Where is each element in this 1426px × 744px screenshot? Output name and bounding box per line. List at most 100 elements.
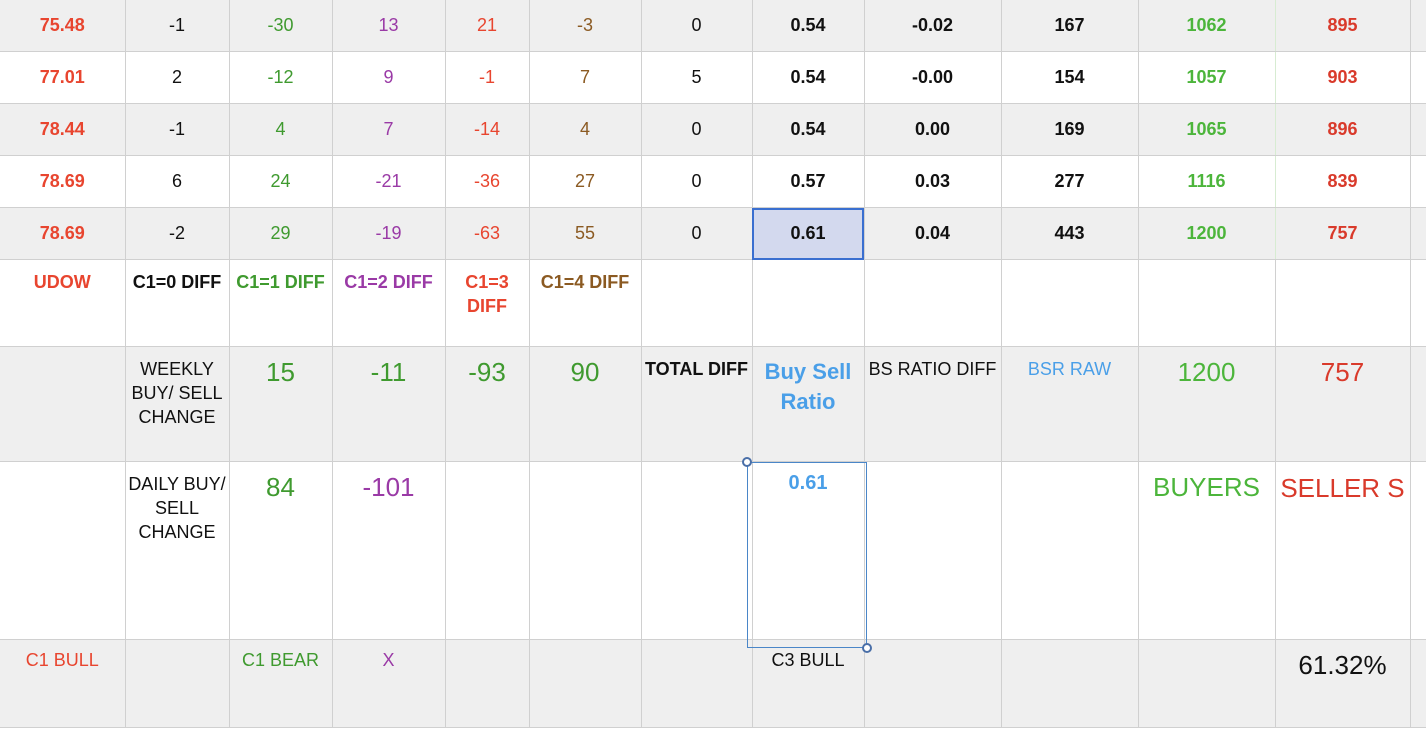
cell-empty[interactable] bbox=[1001, 461, 1139, 640]
buy-sell-ratio-label[interactable]: Buy Sell Ratio bbox=[752, 346, 865, 462]
cell-empty[interactable] bbox=[1410, 207, 1426, 260]
cell-empty[interactable] bbox=[1001, 259, 1139, 347]
cell-c4[interactable]: 4 bbox=[529, 103, 642, 156]
cell-raw[interactable]: 167 bbox=[1001, 0, 1139, 52]
cell-total[interactable]: 0 bbox=[641, 207, 753, 260]
cell-buyers[interactable]: 1057 bbox=[1137, 51, 1276, 104]
weekly-c2[interactable]: -11 bbox=[332, 346, 446, 462]
cell-raw[interactable]: 443 bbox=[1001, 207, 1139, 260]
cell-c3[interactable]: -63 bbox=[445, 207, 530, 260]
cell-empty[interactable] bbox=[1410, 0, 1426, 52]
cell-c2[interactable]: 9 bbox=[332, 51, 446, 104]
cell-c2[interactable]: -19 bbox=[332, 207, 446, 260]
cell-empty[interactable] bbox=[125, 639, 230, 728]
total-diff-label[interactable]: TOTAL DIFF bbox=[641, 346, 753, 462]
cell-raw[interactable]: 277 bbox=[1001, 155, 1139, 208]
daily-c1[interactable]: 84 bbox=[229, 461, 333, 640]
cell-bsdiff[interactable]: -0.02 bbox=[864, 0, 1002, 52]
cell-buyers[interactable]: 1116 bbox=[1137, 155, 1276, 208]
cell-empty[interactable] bbox=[1138, 639, 1276, 728]
daily-bsr-value[interactable]: 0.61 bbox=[752, 461, 865, 640]
cell-udow[interactable]: 75.48 bbox=[0, 0, 126, 52]
cell-empty[interactable] bbox=[529, 639, 642, 728]
cell-empty[interactable] bbox=[445, 461, 530, 640]
weekly-sellers[interactable]: 757 bbox=[1275, 346, 1411, 462]
cell-empty[interactable] bbox=[864, 259, 1002, 347]
cell-c1[interactable]: -12 bbox=[229, 51, 333, 104]
cell-c0[interactable]: -2 bbox=[125, 207, 230, 260]
header-c2-diff[interactable]: C1=2 DIFF bbox=[332, 259, 446, 347]
cell-c3[interactable]: -36 bbox=[445, 155, 530, 208]
cell-udow[interactable]: 78.69 bbox=[0, 155, 126, 208]
cell-bsr[interactable]: 0.57 bbox=[752, 155, 865, 208]
cell-c3[interactable]: 21 bbox=[445, 0, 530, 52]
cell-empty[interactable] bbox=[752, 259, 865, 347]
cell-udow[interactable]: 78.69 bbox=[0, 207, 126, 260]
cell-c1[interactable]: 24 bbox=[229, 155, 333, 208]
cell-empty[interactable] bbox=[0, 346, 126, 462]
bs-ratio-diff-label[interactable]: BS RATIO DIFF bbox=[864, 346, 1002, 462]
daily-c2[interactable]: -101 bbox=[332, 461, 446, 640]
c3-bull-label[interactable]: C3 BULL bbox=[752, 639, 865, 728]
cell-c0[interactable]: -1 bbox=[125, 103, 230, 156]
cell-c1[interactable]: 4 bbox=[229, 103, 333, 156]
cell-bsr-selected[interactable]: 0.61 bbox=[752, 207, 865, 260]
cell-c2[interactable]: 7 bbox=[332, 103, 446, 156]
cell-c4[interactable]: 27 bbox=[529, 155, 642, 208]
cell-bsdiff[interactable]: 0.00 bbox=[864, 103, 1002, 156]
cell-empty[interactable] bbox=[445, 639, 530, 728]
cell-c0[interactable]: 6 bbox=[125, 155, 230, 208]
cell-empty[interactable] bbox=[641, 639, 753, 728]
cell-c1[interactable]: 29 bbox=[229, 207, 333, 260]
cell-empty[interactable] bbox=[1410, 51, 1426, 104]
cell-empty[interactable] bbox=[1001, 639, 1139, 728]
cell-c4[interactable]: -3 bbox=[529, 0, 642, 52]
cell-udow[interactable]: 78.44 bbox=[0, 103, 126, 156]
cell-empty[interactable] bbox=[0, 461, 126, 640]
header-udow[interactable]: UDOW bbox=[0, 259, 126, 347]
cell-total[interactable]: 0 bbox=[641, 0, 753, 52]
buyers-label[interactable]: BUYERS bbox=[1138, 461, 1276, 640]
cell-raw[interactable]: 154 bbox=[1001, 51, 1139, 104]
cell-bsdiff[interactable]: -0.00 bbox=[864, 51, 1002, 104]
cell-sellers[interactable]: 839 bbox=[1275, 155, 1411, 208]
cell-sellers[interactable]: 903 bbox=[1275, 51, 1411, 104]
cell-bsr[interactable]: 0.54 bbox=[752, 51, 865, 104]
weekly-c4[interactable]: 90 bbox=[529, 346, 642, 462]
cell-sellers[interactable]: 757 bbox=[1275, 207, 1411, 260]
cell-total[interactable]: 5 bbox=[641, 51, 753, 104]
cell-c4[interactable]: 55 bbox=[529, 207, 642, 260]
cell-c2[interactable]: -21 bbox=[332, 155, 446, 208]
header-c0-diff[interactable]: C1=0 DIFF bbox=[125, 259, 230, 347]
cell-c1[interactable]: -30 bbox=[229, 0, 333, 52]
cell-c3[interactable]: -1 bbox=[445, 51, 530, 104]
sellers-label[interactable]: SELLER S bbox=[1275, 461, 1411, 640]
cell-empty[interactable] bbox=[1275, 259, 1411, 347]
cell-bsdiff[interactable]: 0.03 bbox=[864, 155, 1002, 208]
cell-empty[interactable] bbox=[1410, 461, 1426, 640]
bsr-raw-label[interactable]: BSR RAW bbox=[1001, 346, 1139, 462]
cell-c0[interactable]: -1 bbox=[125, 0, 230, 52]
cell-c3[interactable]: -14 bbox=[445, 103, 530, 156]
cell-empty[interactable] bbox=[1410, 103, 1426, 156]
cell-empty[interactable] bbox=[1410, 346, 1426, 462]
cell-empty[interactable] bbox=[864, 639, 1002, 728]
cell-bsdiff[interactable]: 0.04 bbox=[864, 207, 1002, 260]
cell-c0[interactable]: 2 bbox=[125, 51, 230, 104]
cell-udow[interactable]: 77.01 bbox=[0, 51, 126, 104]
c1-bear-label[interactable]: C1 BEAR bbox=[229, 639, 333, 728]
daily-label[interactable]: DAILY BUY/ SELL CHANGE bbox=[125, 461, 230, 640]
weekly-c1[interactable]: 15 bbox=[229, 346, 333, 462]
header-c1-diff[interactable]: C1=1 DIFF bbox=[229, 259, 333, 347]
cell-empty[interactable] bbox=[529, 461, 642, 640]
cell-empty[interactable] bbox=[641, 461, 753, 640]
header-c4-diff[interactable]: C1=4 DIFF bbox=[529, 259, 642, 347]
cell-raw[interactable]: 169 bbox=[1001, 103, 1139, 156]
cell-bsr[interactable]: 0.54 bbox=[752, 0, 865, 52]
weekly-buyers[interactable]: 1200 bbox=[1138, 346, 1276, 462]
weekly-label[interactable]: WEEKLY BUY/ SELL CHANGE bbox=[125, 346, 230, 462]
x-label[interactable]: X bbox=[332, 639, 446, 728]
percent-value[interactable]: 61.32% bbox=[1275, 639, 1411, 728]
cell-empty[interactable] bbox=[641, 259, 753, 347]
c1-bull-label[interactable]: C1 BULL bbox=[0, 639, 126, 728]
